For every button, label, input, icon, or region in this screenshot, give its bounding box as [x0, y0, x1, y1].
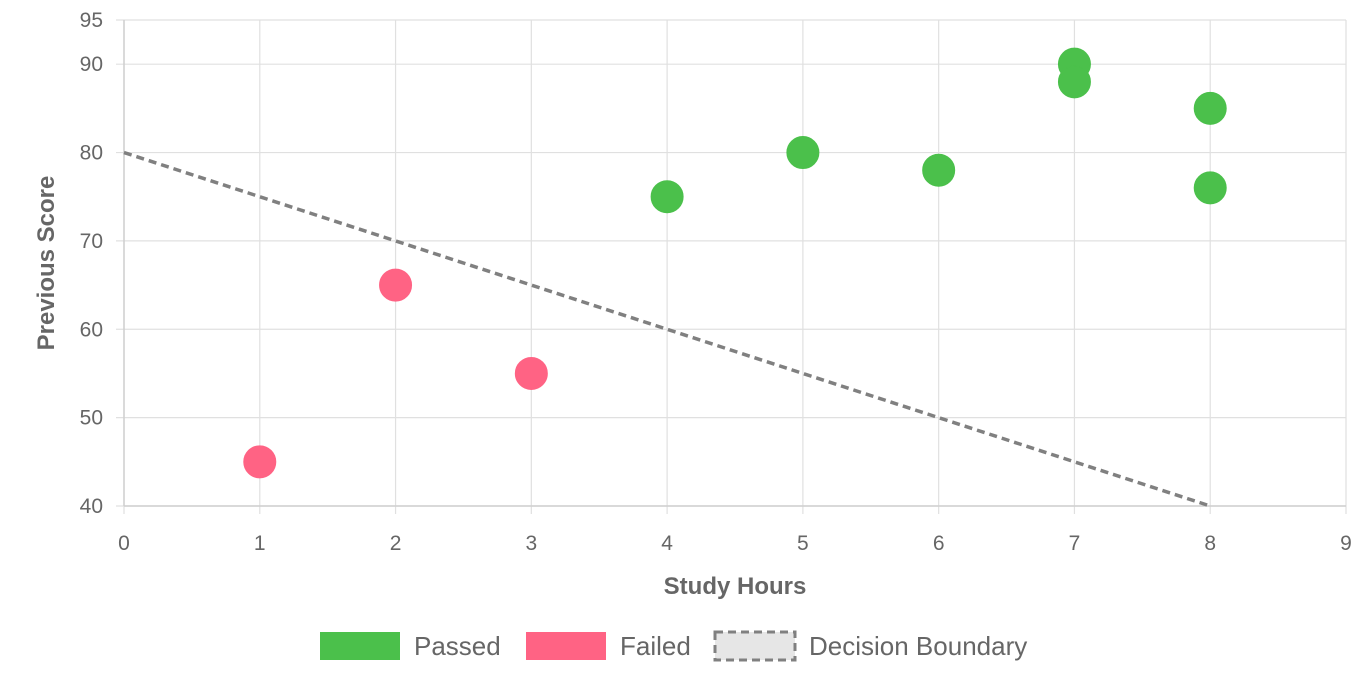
y-tick-label: 50 — [80, 407, 103, 430]
y-tick-label: 60 — [80, 318, 103, 341]
legend-swatch-passed[interactable] — [320, 632, 400, 660]
point-passed[interactable] — [1193, 171, 1227, 205]
legend-swatch-decision-boundary[interactable] — [713, 630, 797, 662]
x-tick-label: 8 — [1204, 532, 1216, 555]
point-failed[interactable] — [243, 445, 277, 479]
point-passed[interactable] — [786, 136, 820, 170]
grid — [116, 19, 1347, 514]
axes: 0 1 2 3 4 5 6 7 8 9 40 50 60 70 80 90 95 — [80, 9, 1352, 555]
y-tick-label: 40 — [80, 495, 103, 518]
y-tick-label: 70 — [80, 230, 103, 253]
point-passed[interactable] — [922, 153, 956, 187]
decision-boundary-line — [123, 150, 1211, 508]
data-points — [243, 47, 1227, 479]
x-axis-title: Study Hours — [664, 573, 807, 600]
legend-label-decision-boundary[interactable]: Decision Boundary — [809, 631, 1027, 661]
legend: Passed Failed Decision Boundary — [320, 630, 1027, 662]
x-tick-label: 1 — [254, 532, 266, 555]
y-tick-label: 80 — [80, 142, 103, 165]
y-tick-label: 95 — [80, 9, 103, 32]
point-failed[interactable] — [514, 356, 548, 390]
point-passed[interactable] — [650, 180, 684, 214]
x-tick-label: 2 — [390, 532, 402, 555]
x-tick-label: 4 — [661, 532, 673, 555]
legend-label-passed[interactable]: Passed — [414, 631, 501, 661]
x-tick-label: 3 — [525, 532, 537, 555]
x-tick-label: 7 — [1069, 532, 1081, 555]
point-failed[interactable] — [379, 268, 413, 302]
point-passed[interactable] — [1057, 65, 1091, 99]
x-tick-label: 6 — [933, 532, 945, 555]
legend-swatch-failed[interactable] — [526, 632, 606, 660]
x-tick-label: 5 — [797, 532, 809, 555]
y-axis-title: Previous Score — [33, 176, 60, 351]
decision-boundary — [123, 150, 1211, 508]
y-tick-label: 90 — [80, 53, 103, 76]
x-tick-label: 9 — [1340, 532, 1352, 555]
legend-label-failed[interactable]: Failed — [620, 631, 691, 661]
point-passed[interactable] — [1193, 91, 1227, 125]
x-tick-label: 0 — [118, 532, 130, 555]
